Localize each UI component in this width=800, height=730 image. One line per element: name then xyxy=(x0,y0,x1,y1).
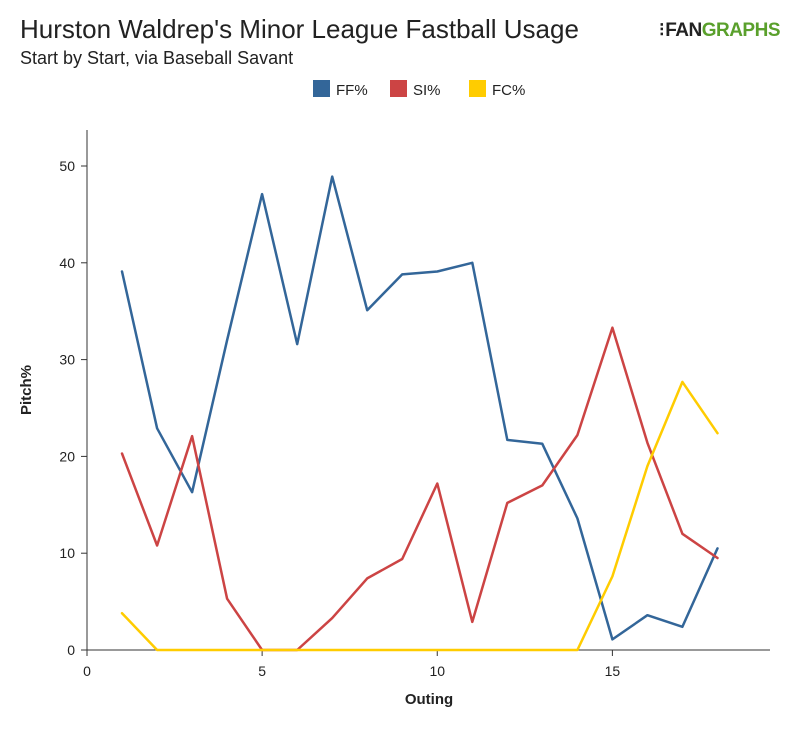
logo-text-graphs: GRAPHS xyxy=(701,20,781,41)
y-tick-label: 10 xyxy=(59,545,75,561)
y-tick-label: 40 xyxy=(59,255,75,271)
logo-icon: ⫶ xyxy=(659,21,664,40)
y-axis-label: Pitch% xyxy=(18,365,35,415)
y-tick-label: 0 xyxy=(67,642,75,658)
x-tick-label: 0 xyxy=(83,663,91,679)
legend-swatch xyxy=(469,80,486,97)
series-line-si xyxy=(120,326,719,652)
series-layer xyxy=(120,175,719,652)
fangraphs-logo: ⫶ FANGRAPHS xyxy=(659,20,780,42)
series-line-ff xyxy=(120,175,719,641)
x-tick-label: 15 xyxy=(605,663,621,679)
legend: FF% SI% FC% xyxy=(313,80,525,99)
legend-swatch xyxy=(390,80,407,97)
logo-text-fan: FAN xyxy=(665,20,702,41)
x-tick-label: 5 xyxy=(258,663,266,679)
y-tick-label: 30 xyxy=(59,352,75,368)
chart-subtitle: Start by Start, via Baseball Savant xyxy=(20,48,294,68)
x-tick-label: 10 xyxy=(429,663,445,679)
x-axis-label: Outing xyxy=(405,691,453,708)
y-tick-label: 50 xyxy=(59,158,75,174)
y-tick-label: 20 xyxy=(59,448,75,464)
legend-label: FC% xyxy=(492,82,525,99)
legend-swatch xyxy=(313,80,330,97)
axes: 0 10 20 30 40 50 0 5 10 15 xyxy=(59,130,770,679)
chart-title: Hurston Waldrep's Minor League Fastball … xyxy=(20,14,579,44)
legend-label: FF% xyxy=(336,82,368,99)
legend-label: SI% xyxy=(413,82,441,99)
series-line-fc xyxy=(120,380,719,652)
